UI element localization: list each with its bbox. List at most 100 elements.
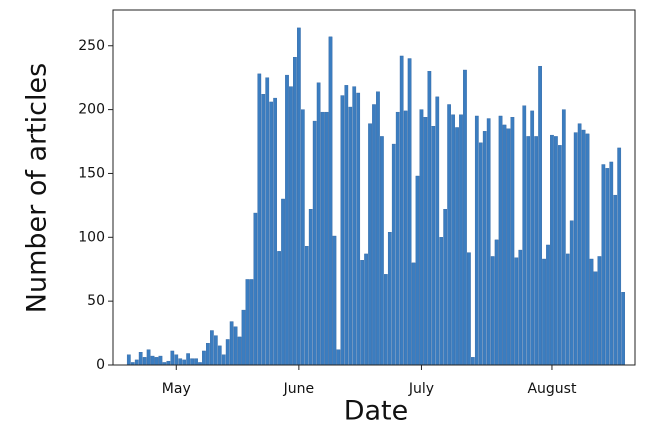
bar: [546, 244, 550, 366]
bar: [423, 117, 428, 366]
bar: [471, 357, 475, 366]
bar: [134, 359, 139, 366]
bar: [221, 354, 226, 366]
bar: [233, 326, 238, 366]
bar: [510, 117, 515, 366]
bar: [605, 168, 610, 366]
bar: [530, 110, 535, 366]
bar: [289, 86, 293, 366]
bar: [360, 260, 364, 366]
bar: [210, 330, 214, 366]
bar: [542, 258, 546, 366]
bar: [293, 57, 297, 366]
bar: [387, 231, 392, 366]
y-tick-label: 50: [87, 293, 105, 309]
bar: [202, 350, 206, 366]
bar: [194, 358, 198, 366]
x-tick-label: June: [283, 381, 315, 397]
bar: [518, 249, 523, 366]
bar: [368, 123, 372, 366]
bar: [526, 136, 531, 366]
bar: [494, 239, 499, 366]
bar: [482, 131, 487, 366]
bar: [320, 111, 325, 366]
y-tick-label: 0: [96, 357, 105, 373]
bar: [324, 111, 329, 366]
bar: [340, 95, 345, 366]
bar: [490, 256, 495, 366]
bar: [308, 209, 313, 366]
bar: [455, 127, 459, 366]
bar: [561, 109, 566, 366]
bar: [150, 355, 155, 366]
bar: [285, 74, 289, 366]
bar: [403, 110, 408, 366]
bar: [206, 343, 210, 366]
bar: [609, 161, 614, 366]
plot-frame: [112, 9, 636, 366]
bar: [427, 71, 432, 366]
bar: [376, 91, 380, 366]
y-axis-label: Number of articles: [22, 63, 53, 313]
y-tick-label: 150: [78, 165, 105, 181]
bar: [380, 136, 384, 366]
bar: [569, 220, 574, 366]
bar: [146, 349, 151, 366]
bar: [478, 142, 483, 366]
bar: [463, 69, 467, 366]
bar: [158, 355, 163, 366]
bar: [253, 212, 258, 366]
bar: [229, 321, 234, 366]
bar: [502, 124, 507, 366]
bar: [617, 147, 622, 366]
bar: [384, 274, 388, 366]
y-tick-label: 100: [78, 229, 105, 245]
bar: [174, 354, 179, 366]
bar: [514, 257, 519, 366]
x-axis-label: Date: [344, 396, 409, 427]
bar: [621, 292, 625, 366]
bar: [217, 345, 222, 366]
x-tick-label: August: [527, 381, 577, 397]
bar: [407, 58, 412, 366]
bar: [273, 97, 277, 366]
bar: [419, 109, 424, 366]
bar: [154, 357, 159, 366]
bar: [601, 164, 606, 366]
bar: [348, 106, 353, 366]
bar: [486, 118, 491, 366]
bar: [534, 136, 538, 366]
bar: [554, 136, 558, 366]
bar: [443, 209, 448, 366]
bar: [352, 86, 357, 366]
bar: [225, 339, 230, 366]
x-tick-label: July: [408, 381, 434, 397]
bar: [391, 143, 396, 366]
bar: [364, 253, 368, 366]
bar: [399, 55, 404, 366]
bar: [261, 94, 266, 366]
bar: [312, 120, 317, 366]
bar: [506, 128, 511, 366]
bar: [451, 114, 455, 366]
bar: [182, 359, 187, 366]
bar: [439, 237, 444, 366]
bar: [581, 129, 586, 366]
bar: [565, 253, 570, 366]
bar: [589, 258, 594, 366]
bar: [597, 256, 602, 366]
bar: [281, 198, 285, 366]
bar: [257, 73, 262, 366]
bar: [316, 82, 321, 366]
bar: [178, 358, 183, 366]
bar: [300, 109, 305, 366]
bar: [126, 354, 131, 366]
bar: [613, 194, 618, 366]
bar: [431, 126, 436, 366]
bar: [474, 115, 479, 366]
bar: [142, 357, 147, 366]
bar: [265, 77, 270, 366]
bar: [585, 133, 590, 366]
bar: [447, 104, 451, 366]
